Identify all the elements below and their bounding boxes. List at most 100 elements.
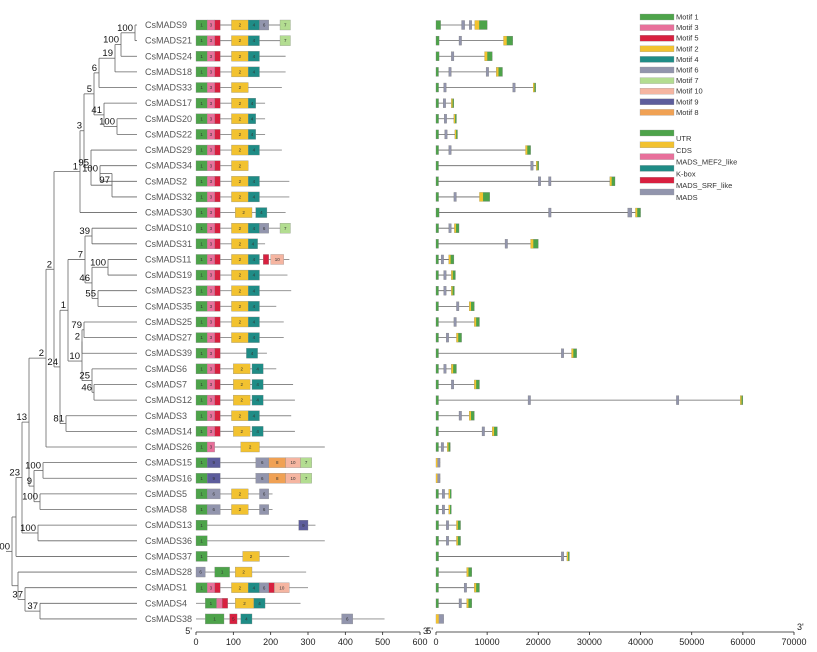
exon-box xyxy=(435,145,439,155)
motif-number-label: 2 xyxy=(239,226,242,231)
gene-name-label: CsMADS12 xyxy=(145,395,192,405)
motif-number-label: 1 xyxy=(200,163,203,168)
gene-name-label: CsMADS31 xyxy=(145,239,192,249)
legend-label-m1: Motif 1 xyxy=(676,13,699,22)
exon-box xyxy=(444,129,448,140)
legend-swatch-m7 xyxy=(639,77,675,84)
axis-tick-label: 100 xyxy=(226,637,241,647)
legend-swatch-cds xyxy=(639,141,675,148)
motif-4-box xyxy=(248,66,260,78)
bootstrap-label: 37 xyxy=(27,601,38,612)
axis-tick-label: 40000 xyxy=(628,637,653,647)
motif-7-box xyxy=(300,473,312,484)
motif-number-label: 2 xyxy=(239,257,242,262)
motif-number-label: 3 xyxy=(210,179,213,184)
motif-number-label: 6 xyxy=(263,507,266,512)
motif-5-box xyxy=(214,98,221,109)
exon-box xyxy=(435,364,439,374)
cds-box xyxy=(448,489,450,499)
cds-box xyxy=(484,51,488,61)
motif-number-label: 4 xyxy=(253,148,256,153)
motif-number-label: 6 xyxy=(261,476,264,481)
cds-box xyxy=(447,442,449,452)
bootstrap-label: 100 xyxy=(99,117,115,128)
motif-5-box xyxy=(214,82,221,93)
exon-box xyxy=(435,551,439,562)
exon-box xyxy=(435,301,439,311)
motif-number-label: 4 xyxy=(258,601,261,606)
axis-tick-label: 0 xyxy=(193,637,198,647)
cds-box xyxy=(466,598,469,608)
motif-4-box xyxy=(248,35,260,46)
legend-swatch-mef2 xyxy=(639,153,675,160)
motif-number-label: 3 xyxy=(210,132,213,137)
motif-number-label: 1 xyxy=(200,85,203,90)
motif-number-label: 1 xyxy=(210,601,213,606)
motif-number-label: 4 xyxy=(251,116,254,121)
motif-number-label: 4 xyxy=(256,429,259,434)
exon-box xyxy=(548,176,552,186)
motif-number-label: 4 xyxy=(253,69,256,74)
legend-label-m3: Motif 3 xyxy=(676,23,699,32)
axis-start-label: 5' xyxy=(185,626,192,636)
motif-1-box xyxy=(195,520,208,531)
motif-number-label: 3 xyxy=(210,366,213,371)
cds-box xyxy=(474,379,477,389)
motif-number-label: 1 xyxy=(200,69,203,74)
motif-number-label: 7 xyxy=(284,38,287,43)
motif-2-box xyxy=(242,551,260,562)
motif-number-label: 6 xyxy=(261,460,264,465)
exon-box xyxy=(538,176,541,186)
motif-5-box xyxy=(214,144,221,156)
exon-box xyxy=(435,286,439,296)
gene-name-label: CsMADS34 xyxy=(145,161,192,171)
motif-number-label: 2 xyxy=(250,554,253,559)
motif-number-label: 2 xyxy=(239,69,242,74)
gene-name-label: CsMADS15 xyxy=(145,458,192,468)
bootstrap-label: 23 xyxy=(9,468,20,479)
motif-number-label: 3 xyxy=(210,585,213,590)
bootstrap-label: 100 xyxy=(25,460,41,471)
axis-tick-label: 60000 xyxy=(730,637,755,647)
motif-5-box xyxy=(214,269,221,281)
motif-5-box xyxy=(214,254,221,265)
exon-box xyxy=(451,51,455,61)
axis-tick-label: 50000 xyxy=(679,637,704,647)
bootstrap-label: 79 xyxy=(71,320,82,331)
exon-box xyxy=(435,270,439,280)
motif-4-box xyxy=(248,98,256,109)
motif-4-box xyxy=(248,51,260,62)
cds-box xyxy=(571,348,574,358)
motif-4-box xyxy=(248,176,260,187)
motif-5-box xyxy=(214,348,221,359)
motif-number-label: 1 xyxy=(200,195,203,200)
exon-box xyxy=(453,317,457,327)
motif-number-label: 6 xyxy=(212,507,215,512)
gene-name-label: CsMADS6 xyxy=(145,364,187,374)
motif-number-label: 8 xyxy=(276,460,279,465)
exon-box xyxy=(443,82,447,93)
gene-name-label: CsMADS28 xyxy=(145,567,192,577)
motif-number-label: 3 xyxy=(210,257,213,262)
motif-2-box xyxy=(233,394,251,406)
bootstrap-label: 46 xyxy=(81,382,92,393)
exon-box xyxy=(435,411,439,421)
motif-number-label: 4 xyxy=(253,585,256,590)
motif-5-box xyxy=(229,613,238,625)
cds-box xyxy=(451,270,453,280)
motif-number-label: 3 xyxy=(210,210,213,215)
bootstrap-label: 41 xyxy=(91,105,102,116)
motif-panel: 1 3 2 4 6 7 1 3 2 4 7 1 3 2 4 1 3 2 4 1 3 2 1 3 2 4 1 3 2 4 1 3 2 4 1 3 2 4 1 3… xyxy=(195,19,385,625)
motif-5-box xyxy=(214,51,221,62)
motif-number-label: 4 xyxy=(253,179,256,184)
gene-name-label: CsMADS2 xyxy=(145,176,187,186)
cds-box xyxy=(536,161,538,171)
motif-5-box xyxy=(214,19,221,31)
cds-box xyxy=(469,301,472,311)
gene-name-label: CsMADS25 xyxy=(145,317,192,327)
motif-6-box xyxy=(207,504,221,515)
motif-number-label: 4 xyxy=(253,195,256,200)
cds-box xyxy=(503,36,507,46)
motif-4-box xyxy=(255,207,268,218)
motif-number-label: 7 xyxy=(284,23,287,28)
